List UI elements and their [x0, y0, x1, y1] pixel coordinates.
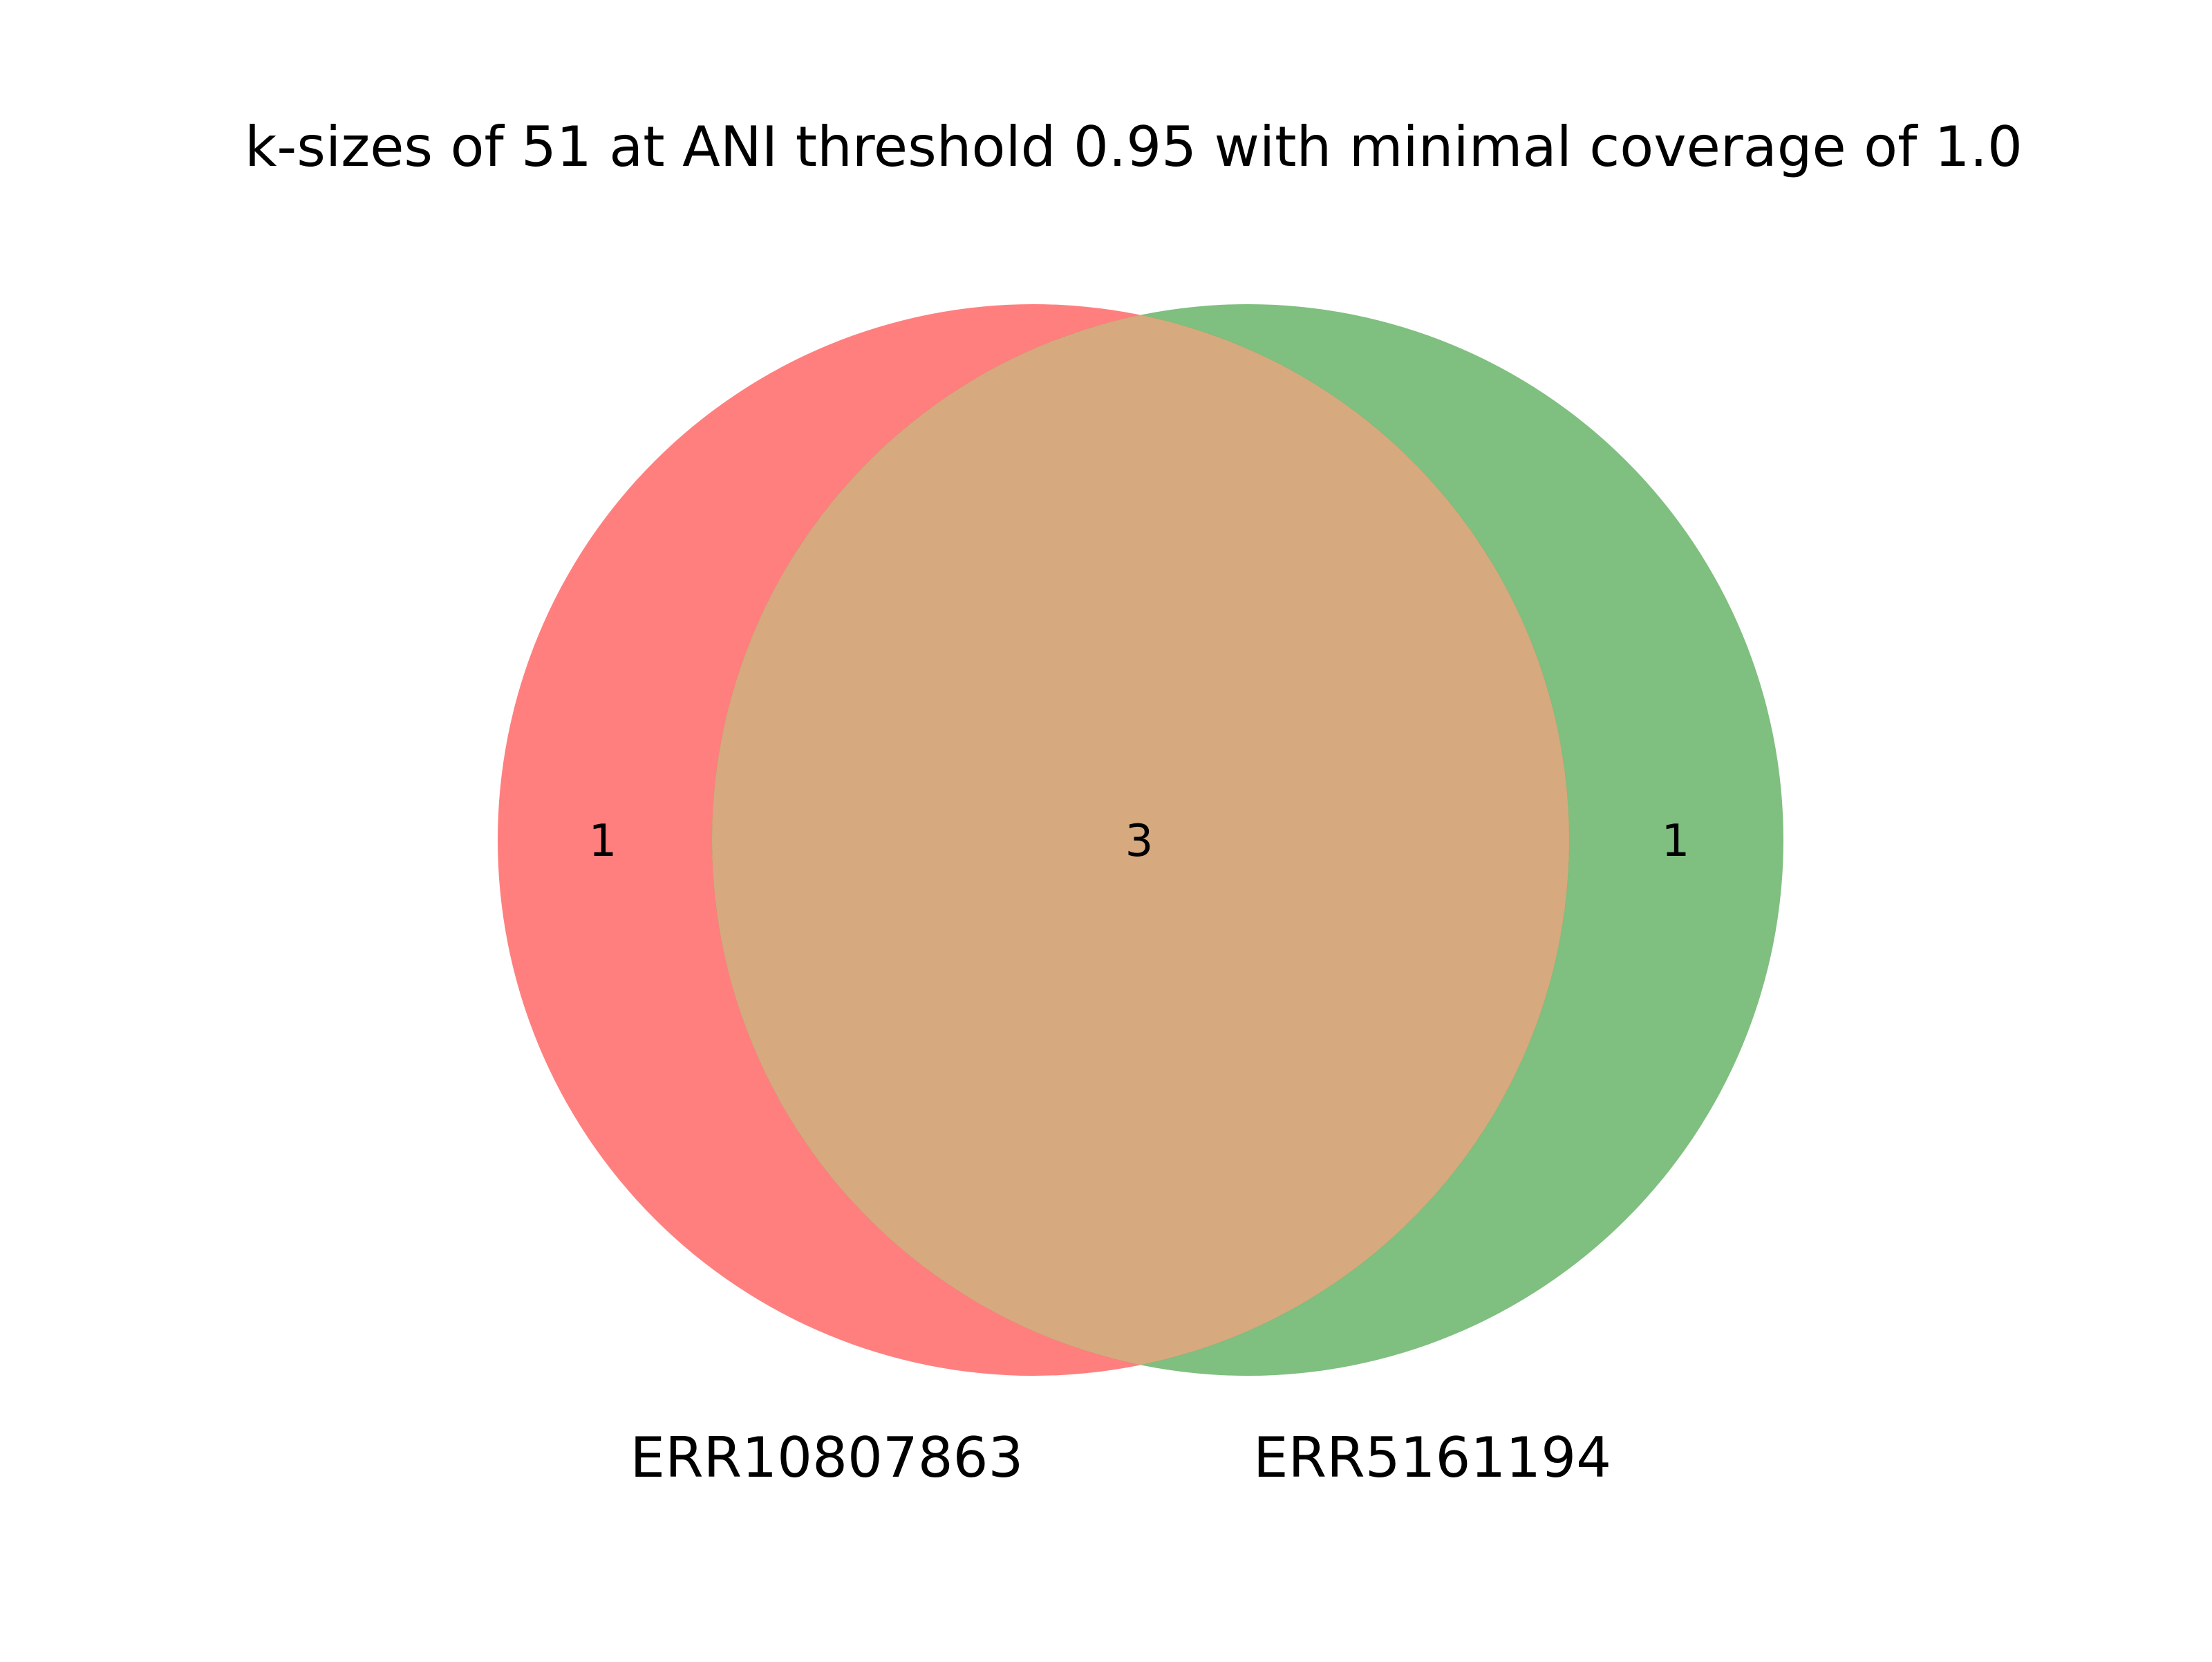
- region-label-only-a: 1: [589, 816, 617, 867]
- set-label-b: ERR5161194: [1253, 1426, 1611, 1490]
- chart-title: k-sizes of 51 at ANI threshold 0.95 with…: [245, 115, 2023, 179]
- region-label-only-b: 1: [1662, 816, 1690, 867]
- region-label-both: 3: [1125, 816, 1154, 867]
- set-label-a: ERR10807863: [630, 1426, 1024, 1490]
- overlap-region: [712, 315, 1569, 1365]
- venn-diagram: [498, 304, 1783, 1376]
